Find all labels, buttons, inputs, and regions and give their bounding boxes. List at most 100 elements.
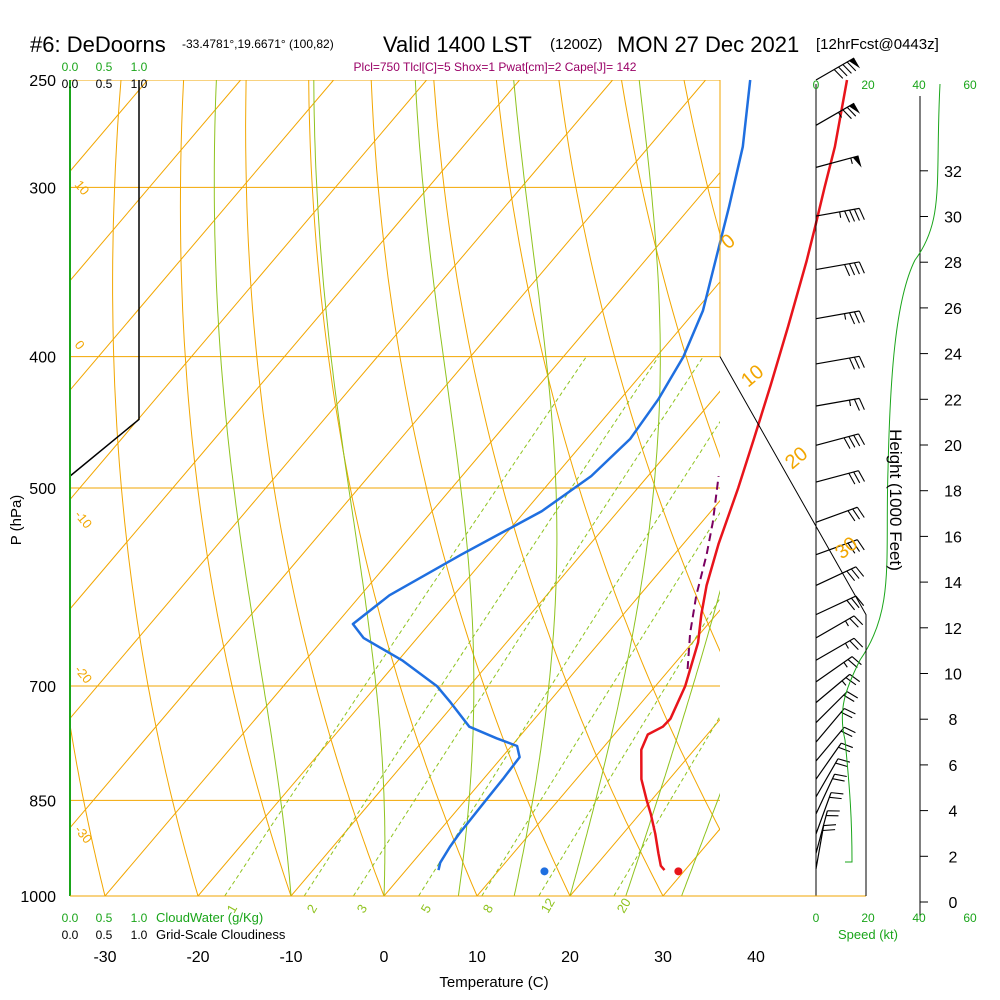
dry-adiabat-40 bbox=[495, 80, 720, 831]
axes bbox=[69, 80, 867, 897]
wind-barb-795 bbox=[815, 726, 856, 762]
wind-barb-620 bbox=[815, 595, 865, 616]
barb-staff bbox=[815, 566, 857, 586]
sounding-indices: Plcl=750 Tlcl[C]=5 Shox=1 Pwat[cm]=2 Cap… bbox=[354, 60, 637, 74]
barb-staff bbox=[815, 637, 855, 661]
wind-barb-955 bbox=[815, 824, 837, 870]
isotherm--60 bbox=[70, 80, 520, 610]
height-tick-0: 0 bbox=[949, 895, 958, 912]
barb-flag bbox=[850, 597, 860, 609]
wind-barb-845 bbox=[815, 758, 851, 798]
barb-flag bbox=[848, 357, 856, 370]
height-tick-30: 30 bbox=[944, 210, 962, 227]
wind-barb-670 bbox=[815, 637, 864, 661]
height-tick-26: 26 bbox=[944, 301, 962, 318]
isotherm--80 bbox=[70, 80, 334, 391]
barb-flag bbox=[838, 66, 848, 77]
speed-axis-title: Speed (kt) bbox=[838, 927, 898, 942]
barb-half-flag bbox=[841, 680, 847, 686]
wind-barb-405 bbox=[815, 355, 865, 370]
tropopause-frame bbox=[719, 356, 867, 896]
barb-flag bbox=[848, 263, 856, 276]
barb-flag bbox=[847, 542, 856, 554]
mixing-ratio-1 bbox=[224, 356, 587, 896]
height-tick-2: 2 bbox=[949, 849, 958, 866]
barb-flag bbox=[848, 312, 856, 325]
height-axis-title: Height (1000 Feet) bbox=[886, 429, 905, 571]
speed-bottom-40: 40 bbox=[912, 911, 926, 925]
barb-flag bbox=[858, 398, 865, 410]
isotherm--20 bbox=[197, 281, 720, 896]
barb-staff bbox=[815, 825, 825, 870]
barb-flag bbox=[835, 762, 848, 768]
barb-flag bbox=[846, 570, 856, 582]
barb-flag bbox=[856, 506, 865, 518]
speed-top-60: 60 bbox=[963, 78, 977, 92]
wind-barb-290 bbox=[815, 155, 862, 168]
barb-flag bbox=[852, 541, 861, 552]
height-tick-28: 28 bbox=[944, 255, 962, 272]
temp-tick--10: -10 bbox=[279, 949, 302, 966]
barb-flag bbox=[848, 209, 856, 222]
barb-flag bbox=[845, 677, 857, 686]
height-tick-8: 8 bbox=[949, 712, 958, 729]
cloudiness-top-1: 0.5 bbox=[96, 77, 113, 91]
height-tick-16: 16 bbox=[944, 529, 962, 546]
pressure-tick-300: 300 bbox=[29, 180, 56, 197]
barb-staff bbox=[815, 656, 853, 683]
valid-time: Valid 1400 LST bbox=[383, 32, 532, 57]
wind-barb-375 bbox=[815, 310, 865, 325]
speed-bottom-0: 0 bbox=[813, 911, 820, 925]
barb-staff bbox=[815, 792, 832, 835]
barb-staff bbox=[815, 102, 855, 126]
barb-staff bbox=[815, 470, 859, 483]
barb-flag bbox=[853, 311, 860, 324]
barb-flag bbox=[830, 792, 844, 795]
temp-tick-20: 20 bbox=[561, 949, 579, 966]
barb-staff bbox=[815, 433, 859, 446]
height-tick-10: 10 bbox=[944, 667, 962, 684]
barb-flag bbox=[843, 437, 851, 449]
barb-staff bbox=[815, 506, 858, 523]
isotherm--50 bbox=[70, 80, 613, 720]
moist-adiabat--10 bbox=[213, 80, 292, 896]
barb-flag bbox=[849, 673, 861, 683]
dry-adiabat-20 bbox=[370, 80, 571, 896]
plot-grid bbox=[70, 80, 720, 896]
dry-adiabat--10 bbox=[179, 80, 292, 896]
barb-flag bbox=[837, 758, 851, 763]
station-title: #6: DeDoorns bbox=[30, 32, 166, 57]
cloudiness-bottom-2: 1.0 bbox=[131, 928, 148, 942]
barb-flag bbox=[829, 796, 842, 800]
height-tick-20: 20 bbox=[944, 438, 962, 455]
pressure-tick-500: 500 bbox=[29, 481, 56, 498]
temp-tick-0: 0 bbox=[380, 949, 389, 966]
barb-half-flag bbox=[839, 211, 842, 218]
wind-barb-435 bbox=[815, 397, 865, 411]
barb-staff bbox=[815, 615, 855, 639]
barb-flag bbox=[858, 310, 865, 323]
speed-bottom-20: 20 bbox=[861, 911, 875, 925]
barb-flag bbox=[846, 691, 859, 699]
barb-flag bbox=[846, 599, 856, 611]
surface-dewpoint bbox=[540, 867, 549, 876]
cloudwater-bottom-1: 0.5 bbox=[96, 911, 113, 925]
wind-barb-820 bbox=[815, 742, 853, 780]
barb-staff bbox=[815, 355, 860, 365]
height-tick-4: 4 bbox=[949, 804, 958, 821]
barb-flag bbox=[853, 615, 864, 626]
cloudiness-top-0: 0.0 bbox=[62, 77, 79, 91]
isotherm--10 bbox=[290, 390, 720, 896]
wind-barb-495 bbox=[815, 470, 865, 485]
barb-flag bbox=[855, 566, 865, 577]
mixing-ratio-3 bbox=[352, 356, 704, 896]
barb-flag bbox=[842, 64, 852, 74]
cloudwater-label: CloudWater (g/Kg) bbox=[156, 910, 263, 925]
cloudwater-top-1: 0.5 bbox=[96, 60, 113, 74]
utc-time: (1200Z) bbox=[550, 36, 603, 53]
wind-barb-315 bbox=[815, 207, 865, 223]
barb-flag bbox=[853, 434, 861, 447]
barb-half-flag bbox=[850, 157, 853, 164]
wind-barb-465 bbox=[815, 433, 865, 449]
